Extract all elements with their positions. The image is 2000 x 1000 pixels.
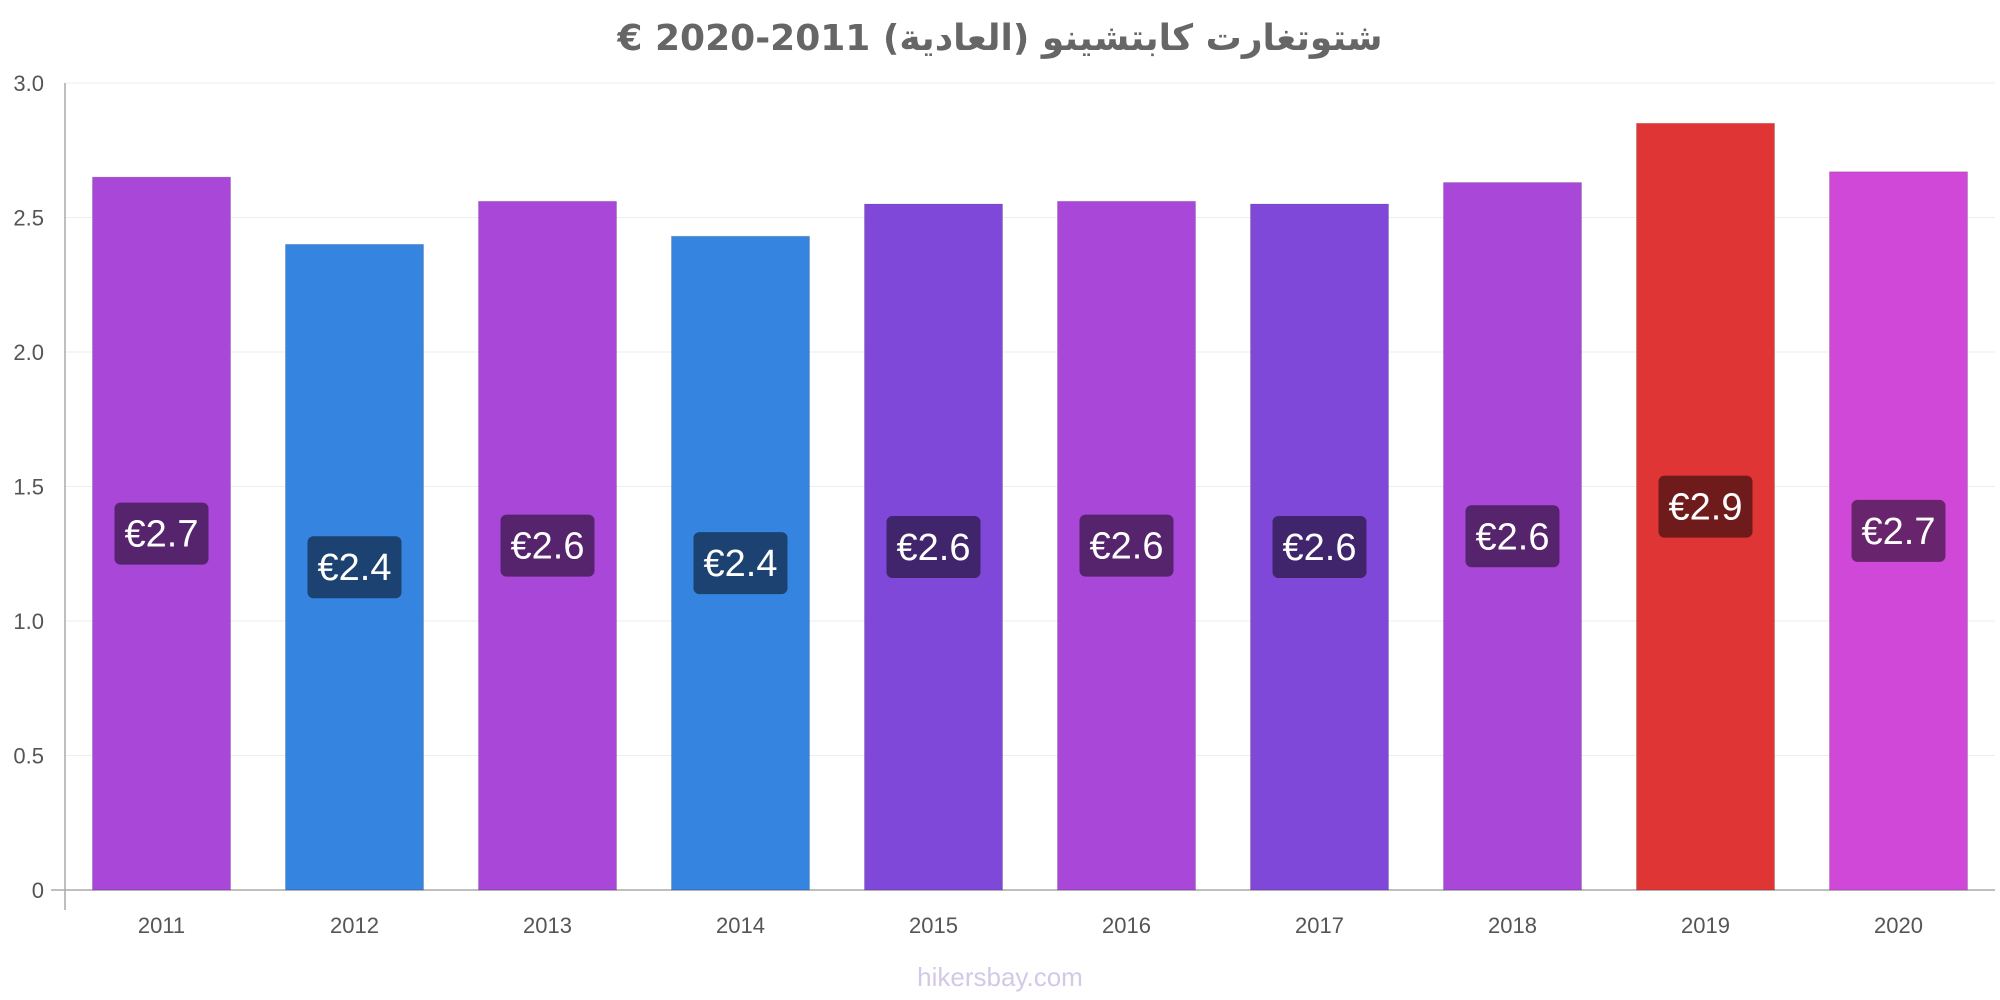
x-tick-label: 2017 bbox=[1295, 913, 1344, 938]
value-label-box bbox=[886, 516, 981, 579]
y-tick-label: 1.5 bbox=[13, 475, 44, 500]
x-tick-label: 2016 bbox=[1102, 913, 1151, 938]
x-tick-label: 2014 bbox=[716, 913, 765, 938]
value-label-box bbox=[693, 532, 788, 595]
value-label-box bbox=[307, 536, 402, 599]
value-label: €2.4 bbox=[318, 547, 392, 589]
x-tick-label: 2013 bbox=[523, 913, 572, 938]
value-label-box bbox=[114, 502, 209, 565]
value-label: €2.6 bbox=[1090, 526, 1164, 568]
x-tick-label: 2020 bbox=[1874, 913, 1923, 938]
value-label: €2.6 bbox=[1283, 527, 1357, 569]
watermark: hikersbay.com bbox=[917, 962, 1083, 992]
value-label: €2.6 bbox=[511, 526, 585, 568]
value-label: €2.9 bbox=[1669, 487, 1743, 529]
y-tick-label: 0 bbox=[32, 878, 44, 903]
value-label-box bbox=[1851, 499, 1946, 562]
x-tick-label: 2018 bbox=[1488, 913, 1537, 938]
value-label: €2.7 bbox=[1862, 511, 1936, 553]
value-label: €2.4 bbox=[704, 543, 778, 585]
y-tick-label: 0.5 bbox=[13, 744, 44, 769]
x-tick-label: 2012 bbox=[330, 913, 379, 938]
value-label-box bbox=[1658, 475, 1753, 538]
y-tick-label: 1.0 bbox=[13, 609, 44, 634]
value-label-box bbox=[500, 514, 595, 577]
chart-title: شتوتغارت كابتشينو (العادية) 2011-2020 € bbox=[617, 18, 1383, 59]
value-label: €2.6 bbox=[1476, 516, 1550, 558]
x-tick-label: 2015 bbox=[909, 913, 958, 938]
x-tick-label: 2019 bbox=[1681, 913, 1730, 938]
value-label: €2.7 bbox=[125, 514, 199, 556]
x-tick-label: 2011 bbox=[138, 913, 185, 938]
value-label: €2.6 bbox=[897, 527, 971, 569]
value-label-box bbox=[1272, 516, 1367, 579]
value-label-box bbox=[1465, 505, 1560, 568]
value-label-box bbox=[1079, 514, 1174, 577]
y-tick-label: 2.0 bbox=[13, 340, 44, 365]
y-tick-label: 2.5 bbox=[13, 206, 44, 231]
value-labels: €2.7 €2.4 €2.6 €2.4 €2.6 €2.6 €2.6 €2.6 €2.9 €2.7 bbox=[114, 475, 1946, 599]
y-tick-label: 3.0 bbox=[13, 71, 44, 96]
